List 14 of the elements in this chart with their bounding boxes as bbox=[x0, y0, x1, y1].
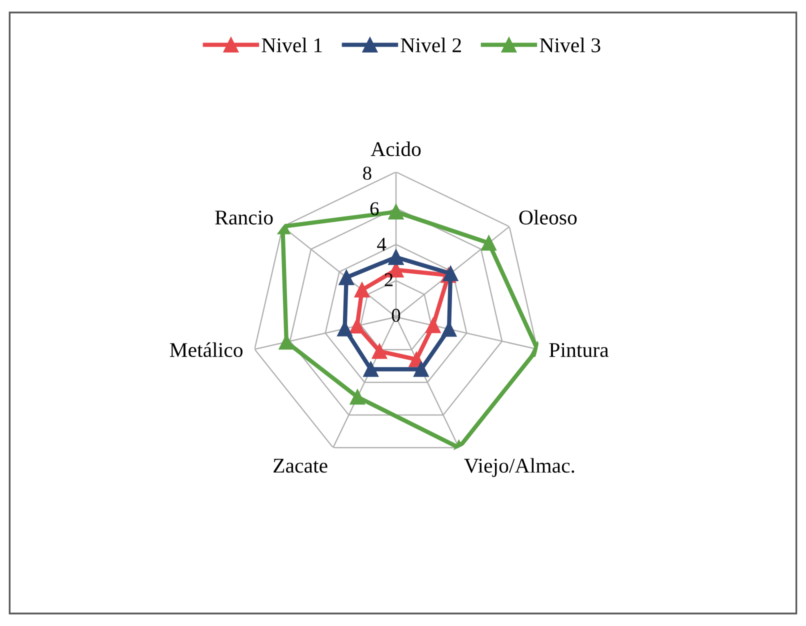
y-tick-label: 8 bbox=[363, 166, 372, 180]
y-tick-label: 6 bbox=[370, 202, 379, 216]
spoke-label: Pintura bbox=[549, 343, 609, 358]
legend-label: Nivel 2 bbox=[400, 38, 461, 52]
y-tick-label: 0 bbox=[392, 308, 400, 322]
spoke-label: Metálico bbox=[170, 342, 243, 358]
legend-label: Nivel 1 bbox=[262, 38, 322, 52]
spoke-label: Zacate bbox=[274, 458, 328, 473]
y-tick-label: 4 bbox=[377, 238, 386, 251]
spoke-label: Oleoso bbox=[519, 210, 577, 225]
legend-label: Nivel 3 bbox=[540, 38, 600, 52]
spoke-label: Rancio bbox=[215, 210, 273, 225]
spoke-label: Viejo/Almac. bbox=[464, 458, 574, 477]
spoke-label: Acido bbox=[370, 142, 421, 156]
